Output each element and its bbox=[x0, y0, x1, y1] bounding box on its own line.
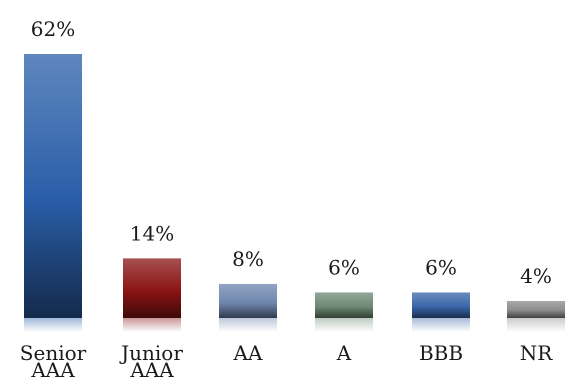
bar-4 bbox=[412, 292, 470, 318]
bars-layer bbox=[24, 54, 565, 318]
value-label-0: 62% bbox=[31, 17, 75, 41]
bar-2 bbox=[219, 283, 277, 318]
bar-reflection-1 bbox=[123, 318, 181, 332]
bar-reflection-0 bbox=[24, 318, 82, 332]
bar-3 bbox=[315, 292, 373, 318]
category-label-3: A bbox=[336, 341, 352, 365]
category-label-4: BBB bbox=[419, 341, 463, 365]
category-label-1: Junior AAA bbox=[119, 341, 183, 381]
category-label-5: NR bbox=[520, 341, 554, 365]
bar-reflection-5 bbox=[507, 318, 565, 332]
value-label-2: 8% bbox=[232, 247, 264, 271]
category-label-2: AA bbox=[233, 341, 263, 365]
bar-0 bbox=[24, 54, 82, 318]
bar-reflection-4 bbox=[412, 318, 470, 332]
value-label-1: 14% bbox=[130, 221, 174, 245]
value-labels: 62% 14% 8% 6% 6% 4% bbox=[31, 17, 552, 288]
bar-1 bbox=[123, 258, 181, 318]
bar-reflection-2 bbox=[219, 318, 277, 332]
category-label-0: Senior AAA bbox=[20, 341, 87, 381]
bar-5 bbox=[507, 300, 565, 318]
value-label-4: 6% bbox=[425, 255, 457, 279]
value-label-3: 6% bbox=[328, 255, 360, 279]
value-label-5: 4% bbox=[520, 264, 552, 288]
bar-reflection-3 bbox=[315, 318, 373, 332]
bar-reflections bbox=[24, 318, 565, 332]
